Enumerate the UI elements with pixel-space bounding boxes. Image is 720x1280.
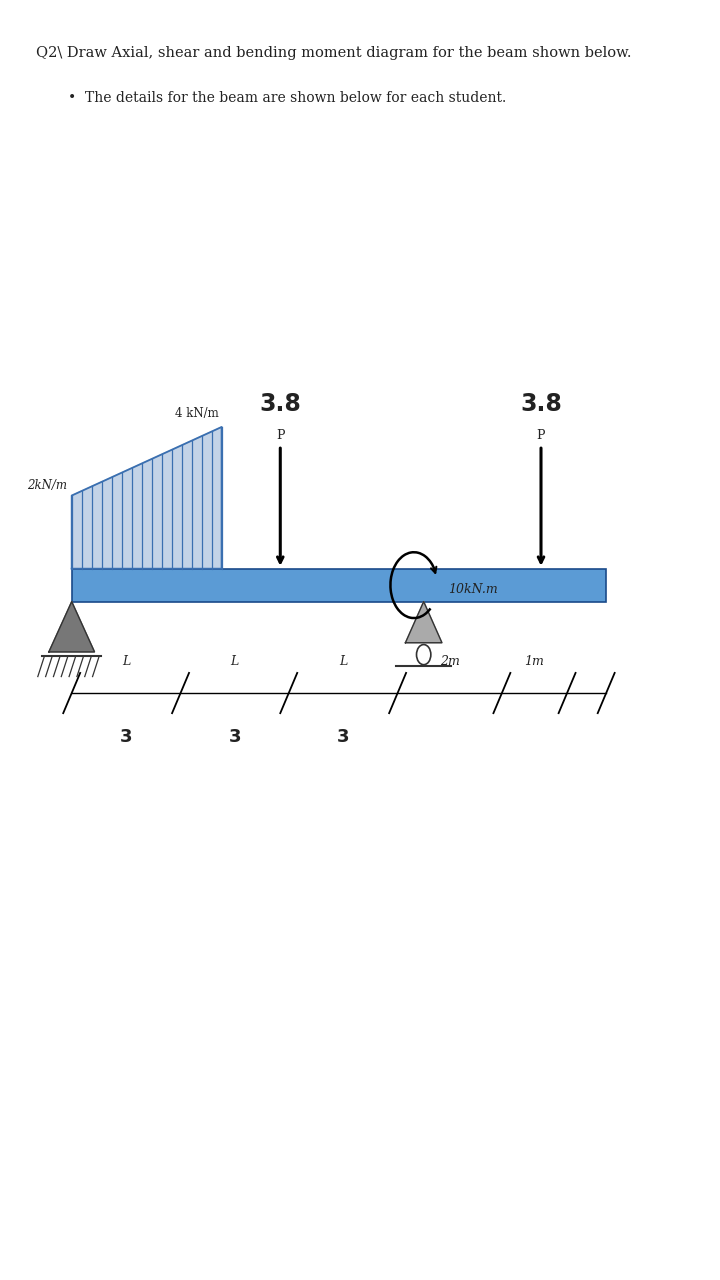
Text: 3: 3 (337, 728, 349, 746)
Text: 1m: 1m (525, 655, 544, 668)
Text: P: P (536, 429, 545, 442)
Text: 2kN/m: 2kN/m (27, 479, 67, 492)
Text: 4 kN/m: 4 kN/m (175, 407, 218, 420)
Polygon shape (49, 602, 94, 652)
Text: 3.8: 3.8 (520, 392, 562, 416)
Text: L: L (230, 655, 239, 668)
Text: P: P (276, 429, 284, 442)
Text: L: L (339, 655, 347, 668)
Text: 3.8: 3.8 (259, 392, 301, 416)
Text: 3: 3 (120, 728, 132, 746)
Polygon shape (72, 428, 222, 568)
Text: •  The details for the beam are shown below for each student.: • The details for the beam are shown bel… (68, 91, 507, 105)
Text: 2m: 2m (440, 655, 459, 668)
Circle shape (416, 645, 431, 664)
Text: 3: 3 (228, 728, 241, 746)
Text: 10kN.m: 10kN.m (448, 584, 498, 596)
FancyBboxPatch shape (72, 568, 606, 602)
Text: L: L (122, 655, 130, 668)
Polygon shape (405, 602, 442, 643)
Text: Q2\ Draw Axial, shear and bending moment diagram for the beam shown below.: Q2\ Draw Axial, shear and bending moment… (36, 46, 631, 60)
